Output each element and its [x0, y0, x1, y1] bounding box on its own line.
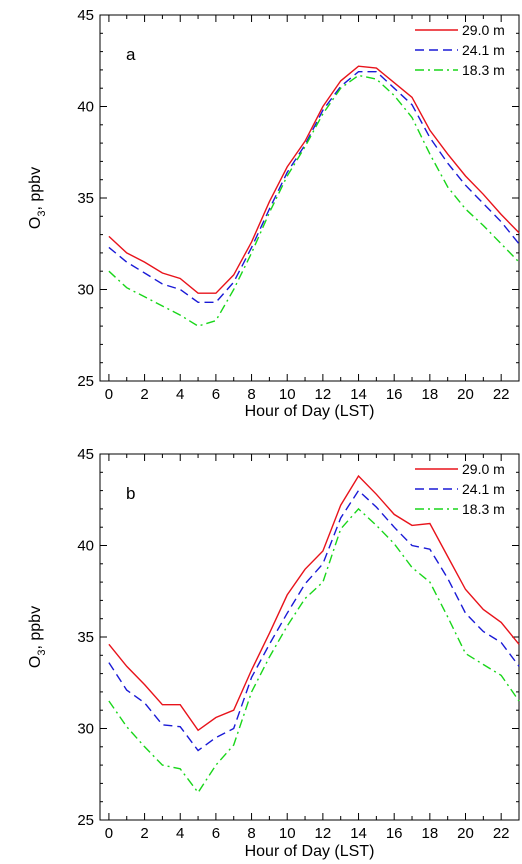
x-tick-label: 14 [350, 825, 367, 842]
legend-label: 18.3 m [462, 501, 505, 517]
x-tick-label: 18 [422, 825, 439, 842]
series-line-29-0-m [108, 65, 520, 294]
x-tick-label: 22 [493, 825, 510, 842]
legend-label: 24.1 m [462, 481, 505, 497]
series-line-18-3-m [108, 507, 520, 794]
y-tick-label: 25 [77, 812, 94, 829]
x-tick-label: 10 [279, 386, 296, 403]
x-tick-label: 14 [350, 386, 367, 403]
y-tick-label: 30 [77, 282, 94, 299]
legend-label: 24.1 m [462, 42, 505, 58]
x-tick-label: 0 [105, 386, 113, 403]
x-tick-label: 10 [279, 825, 296, 842]
series-line-24-1-m [108, 70, 520, 303]
y-tick-label: 40 [77, 538, 94, 555]
x-tick-label: 18 [422, 386, 439, 403]
x-tick-label: 6 [212, 825, 220, 842]
x-tick-label: 6 [212, 386, 220, 403]
x-tick-label: 8 [247, 386, 255, 403]
x-tick-label: 16 [386, 825, 403, 842]
y-tick-label: 35 [77, 190, 94, 207]
legend-label: 29.0 m [462, 461, 505, 477]
chart-panel-b: 0 2 4 6 8 10 12 14 16 18 20 22 25 30 35 40 45 Hour of Day… [27, 446, 520, 860]
x-tick-label: 12 [315, 386, 332, 403]
y-tick-label: 45 [77, 7, 94, 24]
legend-label: 18.3 m [462, 62, 505, 78]
series-line-24-1-m [108, 489, 520, 752]
x-tick-label: 2 [140, 825, 148, 842]
x-tick-label: 12 [315, 825, 332, 842]
x-tick-label: 4 [176, 386, 184, 403]
y-tick-label: 35 [77, 629, 94, 646]
y-tick-label: 25 [77, 373, 94, 390]
y-tick-label: 45 [77, 446, 94, 463]
panel-label: b [126, 484, 135, 503]
series-line-18-3-m [108, 74, 520, 327]
y-tick-label: 40 [77, 99, 94, 116]
x-tick-label: 16 [386, 386, 403, 403]
x-axis-label: Hour of Day (LST) [245, 403, 375, 420]
x-tick-label: 20 [457, 386, 474, 403]
y-axis-label: O3, ppbv [27, 167, 48, 229]
x-tick-label: 2 [140, 386, 148, 403]
x-tick-label: 8 [247, 825, 255, 842]
panel-label: a [126, 45, 136, 64]
x-tick-label: 0 [105, 825, 113, 842]
series-line-29-0-m [108, 474, 520, 732]
legend-label: 29.0 m [462, 22, 505, 38]
x-axis-label: Hour of Day (LST) [245, 843, 375, 860]
x-tick-label: 4 [176, 825, 184, 842]
y-tick-label: 30 [77, 721, 94, 738]
chart-panel-a: 0 2 4 6 8 10 12 14 16 18 20 22 25 30 35 40 45 Hour of Day… [27, 7, 520, 420]
x-tick-label: 20 [457, 825, 474, 842]
x-tick-label: 22 [493, 386, 510, 403]
y-axis-label: O3, ppbv [27, 606, 48, 668]
